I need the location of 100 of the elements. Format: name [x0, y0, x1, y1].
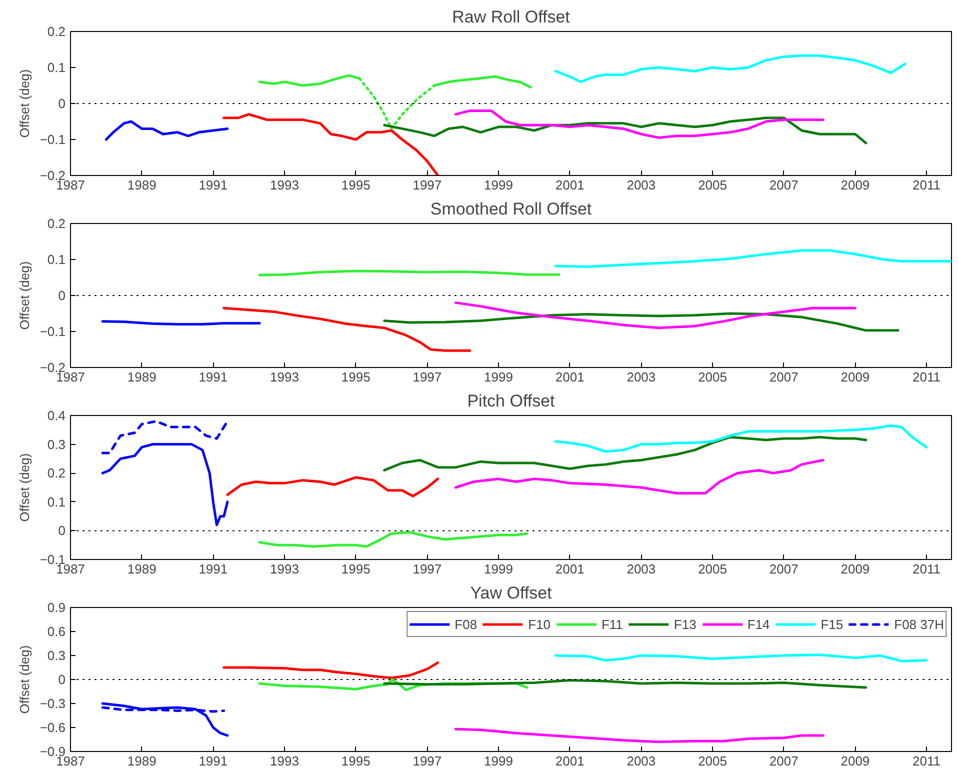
y-tick-label: 0.1: [47, 494, 66, 510]
x-tick-label: 1999: [484, 562, 513, 576]
line-series: [226, 476, 440, 498]
chart-title: Yaw Offset: [470, 584, 552, 602]
line-series: [258, 530, 528, 548]
line-series: [454, 109, 824, 139]
x-tick-label: 1997: [412, 562, 442, 576]
line-series: [383, 679, 868, 689]
x-tick-label: 2007: [769, 370, 798, 384]
x-tick-label: 1989: [127, 178, 156, 192]
x-tick-label: 1995: [341, 754, 370, 768]
legend-label: F10: [528, 616, 550, 632]
x-tick-label: 1995: [341, 178, 370, 192]
y-tick-label: −0.1: [40, 324, 66, 339]
x-tick-label: 2009: [840, 178, 870, 192]
legend-label: F13: [674, 616, 696, 632]
x-tick-label: 1989: [127, 562, 156, 576]
line-series: [454, 728, 824, 744]
line-series: [101, 443, 229, 526]
y-tick-label: 0: [58, 288, 66, 303]
y-tick-label: 0.2: [47, 24, 66, 39]
y-tick-label: 0.3: [47, 436, 66, 452]
legend-label: F08: [454, 616, 478, 632]
x-tick-label: 1997: [412, 370, 442, 384]
x-tick-label: 2001: [555, 562, 584, 576]
x-tick-label: 1993: [270, 562, 299, 576]
x-tick-label: 2009: [840, 370, 870, 384]
x-tick-label: 2003: [626, 562, 656, 576]
x-tick-label: 1999: [484, 370, 513, 384]
y-tick-label: 0: [58, 672, 66, 687]
x-tick-label: 2001: [555, 178, 584, 192]
x-tick-label: 2003: [626, 370, 656, 384]
legend-label: F14: [747, 616, 770, 632]
y-tick-label: 0: [58, 96, 66, 111]
line-series: [222, 113, 440, 176]
x-tick-label: 1999: [484, 178, 513, 192]
line-series: [383, 312, 900, 332]
x-tick-label: 1999: [484, 754, 513, 768]
x-tick-label: 2007: [769, 178, 798, 192]
y-axis-title: Offset (deg): [16, 645, 32, 714]
x-tick-label: 1991: [198, 754, 228, 768]
y-tick-label: 0.2: [47, 466, 66, 481]
y-axis-title: Offset (deg): [16, 453, 32, 522]
x-tick-label: 1991: [198, 370, 228, 384]
x-tick-label: 1993: [270, 178, 299, 192]
line-series: [222, 661, 440, 680]
x-tick-label: 2003: [626, 754, 656, 768]
x-tick-label: 2005: [698, 562, 727, 576]
line-series: [383, 116, 868, 144]
line-series: [554, 54, 906, 84]
y-tick-label: −0.1: [40, 132, 66, 147]
x-tick-label: 1989: [127, 370, 156, 384]
x-tick-label: 2007: [769, 562, 798, 576]
x-tick-label: 2007: [769, 754, 798, 768]
x-tick-label: 2011: [912, 562, 941, 576]
x-tick-label: 2009: [840, 754, 870, 768]
line-series: [222, 306, 472, 352]
y-axis-title: Offset (deg): [16, 69, 32, 138]
y-tick-label: −0.6: [40, 720, 66, 735]
x-tick-label: 2005: [698, 754, 727, 768]
y-tick-label: 0.4: [47, 408, 66, 423]
x-tick-label: 1993: [270, 754, 299, 768]
x-tick-label: 1991: [198, 562, 228, 576]
x-tick-label: 2005: [698, 370, 727, 384]
x-tick-label: 2011: [912, 370, 941, 384]
legend-label: F15: [820, 616, 844, 632]
x-tick-label: 1993: [270, 370, 299, 384]
y-tick-label: 0.1: [47, 252, 66, 267]
x-tick-label: 2011: [912, 178, 941, 192]
x-tick-label: 1997: [412, 754, 442, 768]
x-tick-label: 2001: [555, 370, 584, 384]
x-tick-label: 2011: [912, 754, 941, 768]
x-tick-label: 1997: [412, 178, 442, 192]
y-axis-title: Offset (deg): [16, 261, 32, 330]
y-tick-label: 0.2: [47, 216, 66, 231]
chart-title: Pitch Offset: [467, 392, 556, 410]
chart-title: Raw Roll Offset: [452, 8, 570, 26]
x-tick-label: 2009: [840, 562, 870, 576]
x-tick-label: 2001: [555, 754, 584, 768]
x-tick-label: 2003: [626, 178, 656, 192]
line-series: [454, 301, 856, 330]
y-tick-label: 0.1: [47, 60, 66, 75]
x-tick-label: 1989: [127, 754, 156, 768]
line-series: [101, 420, 229, 454]
line-series: [383, 436, 868, 472]
x-tick-label: 2005: [698, 178, 727, 192]
line-series: [101, 702, 229, 737]
legend-label: F08 37H: [894, 616, 944, 632]
legend-label: F11: [601, 616, 623, 632]
y-tick-label: 0.6: [47, 624, 66, 639]
x-tick-label: 1991: [198, 178, 228, 192]
x-tick-label: 1995: [341, 370, 370, 384]
x-tick-label: 1995: [341, 562, 370, 576]
y-tick-label: 0: [58, 523, 66, 538]
y-tick-label: 0.3: [47, 648, 66, 663]
line-series: [554, 249, 952, 268]
y-tick-label: −0.3: [40, 696, 66, 711]
chart-title: Smoothed Roll Offset: [430, 200, 592, 218]
line-series: [554, 424, 928, 453]
line-series: [104, 120, 229, 141]
